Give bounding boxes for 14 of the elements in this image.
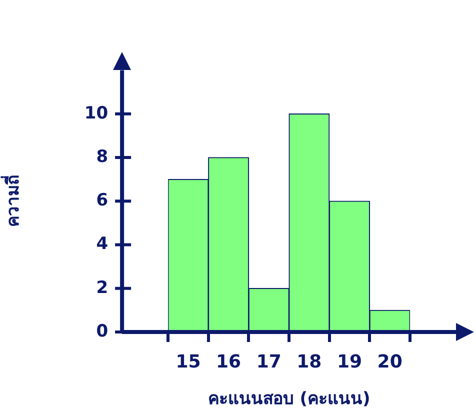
- y-tick-label: 10: [84, 103, 108, 124]
- y-axis-title: ความถี่: [0, 175, 24, 228]
- x-axis-title: คะแนนสอบ (คะแนน): [208, 389, 370, 410]
- x-tick-label: 19: [336, 351, 362, 372]
- y-tick-label: 0: [96, 321, 108, 342]
- y-tick-label: 4: [96, 234, 108, 254]
- y-tick-label: 6: [96, 190, 108, 211]
- x-tick-label: 18: [296, 351, 322, 372]
- x-tick-label: 15: [176, 351, 201, 372]
- y-tick-label: 2: [96, 278, 108, 298]
- x-tick-label: 17: [256, 351, 282, 372]
- x-tick-label: 16: [216, 351, 242, 372]
- y-tick-label: 8: [96, 146, 108, 167]
- x-tick-label: 20: [377, 351, 402, 372]
